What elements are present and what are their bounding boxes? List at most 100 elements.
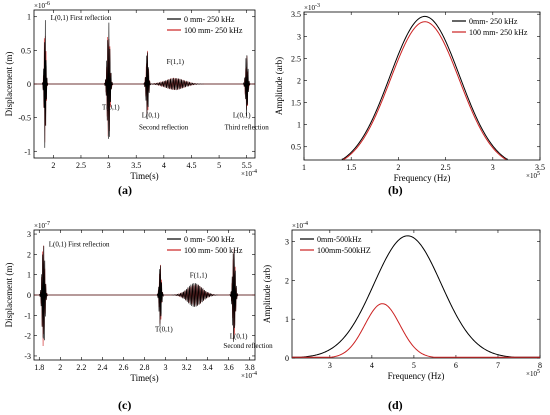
panel-label-d: (d) [388, 398, 403, 412]
x-tick-label-d: 4 [370, 361, 374, 370]
y-tick-label-d: 3 [285, 238, 289, 247]
annotation-c: L(0,1) First reflection [49, 240, 110, 248]
annotation-a: L(0,1) [233, 112, 251, 120]
chart-panel-a: 2 2.5 3 3.5 4 4.5 5 5.5 -1 -0.5 0 0.5 1 Time(s) Displa… [4, 1, 269, 181]
x-tick-label-b: 2.5 [441, 163, 451, 172]
x-tick-label-a: 4 [162, 161, 166, 170]
y-exponent-power-d: -4 [303, 221, 308, 227]
x-exponent-a: ×10-4 [241, 169, 257, 178]
y-tick-label-b: 1 [297, 121, 301, 130]
legend-label-d: 0mm-500kHz [317, 235, 362, 244]
x-tick-label-d: 6 [454, 361, 458, 370]
y-exponent-b: ×10-3 [304, 3, 320, 12]
annotation-a: Third reflection [225, 124, 270, 132]
x-tick-label-a: 5.5 [242, 161, 252, 170]
x-axis-label-d: Frequency (Hz) [388, 371, 445, 381]
legend-label-b: 0mm- 250 kHz [469, 17, 518, 26]
y-tick-label-a: 1 [27, 13, 31, 22]
annotation-a: L(0,1) First reflection [51, 14, 112, 22]
plot-frame-b [303, 11, 541, 161]
y-exponent-power-b: -3 [315, 3, 320, 9]
y-tick-label-c: 2 [27, 250, 31, 259]
x-exponent-power-c: -4 [252, 371, 257, 377]
y-exponent-d: ×10-4 [292, 221, 308, 230]
x-axis-label-c: Time(s) [130, 373, 158, 383]
y-tick-label-b: 0.5 [291, 143, 301, 152]
x-tick-label-b: 3.5 [535, 163, 545, 172]
y-exponent-power-c: -7 [45, 221, 50, 227]
y-tick-label-b: 3 [297, 32, 301, 41]
x-tick-label-c: 2.4 [97, 363, 107, 372]
y-tick-label-b: 2.5 [291, 54, 301, 63]
x-tick-label-c: 2 [58, 363, 62, 372]
x-tick-label-c: 2.2 [76, 363, 86, 372]
y-tick-label-d: 2 [285, 276, 289, 285]
series-line-c-ref [34, 245, 255, 347]
x-tick-label-c: 2.6 [118, 363, 128, 372]
x-tick-label-c: 3 [164, 363, 168, 372]
x-exponent-power-d: 5 [537, 369, 540, 375]
series-line-d-1 [292, 303, 540, 358]
x-tick-label-a: 3.5 [131, 161, 141, 170]
x-tick-label-c: 3.6 [224, 363, 234, 372]
chart-panel-c: 1.8 2 2.2 2.4 2.6 2.8 3 3.2 3.4 3.6 3.8-3-2-10123T… [4, 221, 273, 383]
y-axis-label-a: Displacement (m) [4, 52, 14, 117]
y-tick-label-a: 0 [27, 80, 31, 89]
x-tick-label-b: 1 [302, 163, 306, 172]
x-exponent-d: ×105 [526, 369, 540, 378]
annotation-c: L(0,1) [230, 333, 248, 341]
x-tick-label-d: 7 [496, 361, 500, 370]
chart-panel-b: 1 1.5 2 2.5 3 3.5 0.5 1 1.5 2 2.5 3 3.5 Frequency (Hz… [274, 3, 545, 183]
annotation-c: F(1,1) [190, 272, 208, 280]
annotation-a: Second reflection [139, 124, 189, 132]
y-tick-label-a: 0.5 [21, 46, 31, 55]
y-tick-label-c: 1 [27, 271, 31, 280]
x-exponent-power-b: 5 [537, 171, 540, 177]
panel-label-a: (a) [118, 183, 132, 197]
x-tick-label-d: 8 [538, 361, 542, 370]
annotation-a: L(0,1) [142, 112, 160, 120]
legend-label-b: 100 mm- 250 kHz [469, 28, 528, 37]
x-tick-label-d: 5 [412, 361, 416, 370]
y-axis-label-b: Amplitude (arb) [274, 57, 284, 115]
x-tick-label-a: 2.5 [76, 161, 86, 170]
y-exponent-c: ×10-7 [34, 221, 50, 230]
legend-label-d: 100mm-500kHZ [317, 246, 371, 255]
y-tick-label-d: 0 [285, 354, 289, 363]
x-axis-label-b: Frequency (Hz) [394, 173, 451, 183]
panel-label-c: (c) [118, 398, 132, 412]
chart-panel-d: 3 4 5 6 7 8 0 1 2 3 Frequency (Hz) Amplitude (arb) ×… [262, 221, 542, 381]
legend-label-a: 0 mm- 250 kHz [184, 15, 235, 24]
x-exponent-b: ×105 [526, 171, 540, 180]
panel-label-b: (b) [388, 183, 403, 197]
x-exponent-c: ×10-4 [241, 371, 257, 380]
x-axis-label-a: Time(s) [130, 171, 158, 181]
y-tick-label-d: 1 [285, 315, 289, 324]
series-line-d-0 [292, 235, 540, 358]
x-tick-label-c: 3.8 [245, 363, 255, 372]
y-axis-label-d: Amplitude (arb) [262, 265, 272, 323]
x-tick-label-a: 3 [107, 161, 111, 170]
y-tick-label-a: -1 [24, 147, 31, 156]
x-tick-label-b: 1.5 [346, 163, 356, 172]
y-tick-label-c: -3 [24, 352, 31, 361]
x-tick-label-c: 3.2 [182, 363, 192, 372]
series-line-c-base [34, 245, 255, 342]
y-tick-label-c: -2 [24, 332, 31, 341]
x-tick-label-a: 2 [51, 161, 55, 170]
y-tick-label-b: 2 [297, 76, 301, 85]
x-tick-label-c: 2.8 [140, 363, 150, 372]
y-exponent-a: ×10-6 [34, 1, 50, 10]
y-tick-label-c: 3 [27, 230, 31, 239]
series-line-a-base [34, 20, 255, 148]
legend-label-c: 100 mm- 500 kHz [184, 246, 243, 255]
series-line-b-0 [341, 15, 508, 160]
legend-label-c: 0 mm- 500 kHz [184, 235, 235, 244]
annotation-c: Second reflection [223, 342, 273, 350]
y-tick-label-c: 0 [27, 291, 31, 300]
y-tick-label-c: -1 [24, 311, 31, 320]
y-tick-label-b: 1.5 [291, 99, 301, 108]
annotation-a: T(0,1) [102, 104, 120, 112]
y-tick-label-a: -0.5 [18, 114, 31, 123]
